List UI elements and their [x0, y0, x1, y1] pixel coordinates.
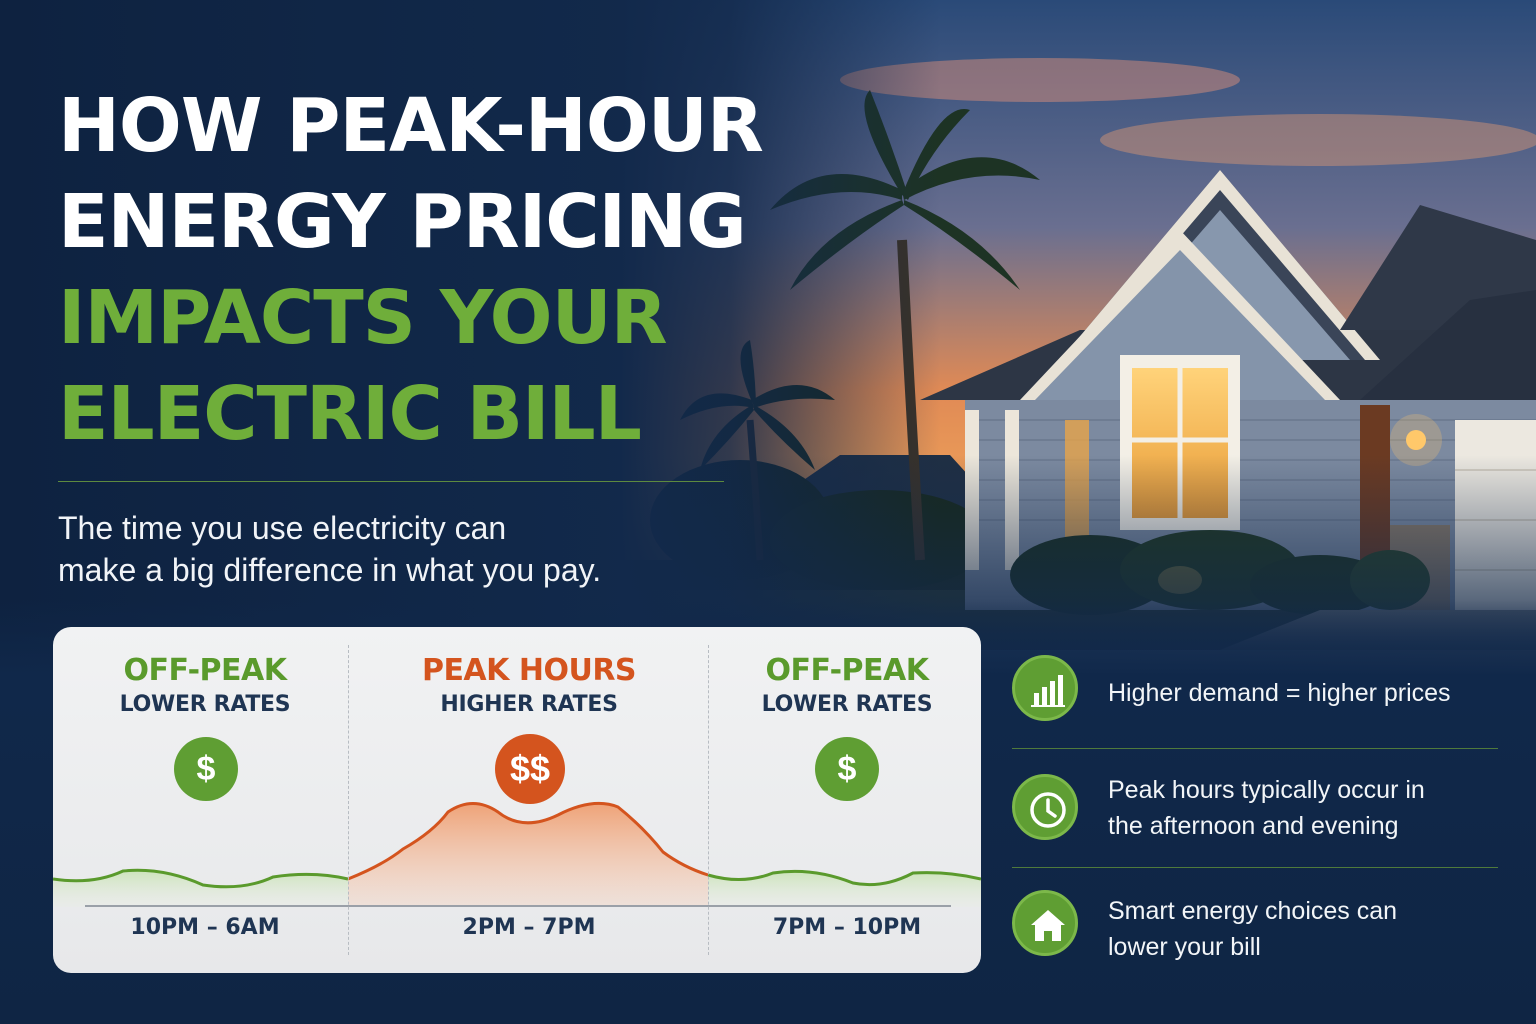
- period-heading: PEAK HOURS: [421, 653, 637, 688]
- period-time: 2PM – 7PM: [462, 915, 596, 940]
- headline-line-3: IMPACTS YOUR: [58, 275, 668, 361]
- period-rate: HIGHER RATES: [440, 692, 618, 717]
- period-rate: LOWER RATES: [119, 692, 291, 717]
- dollar-icon: $: [174, 737, 238, 801]
- pricing-panel: OFF-PEAK LOWER RATES $ 10PM – 6AM PEAK H…: [53, 627, 981, 973]
- period-divider: [348, 645, 349, 955]
- dollar-icon: $: [815, 737, 879, 801]
- period-heading: OFF-PEAK: [765, 653, 929, 688]
- period-off-peak-night: OFF-PEAK LOWER RATES: [58, 627, 352, 717]
- clock-icon: [1012, 774, 1078, 840]
- subtitle-line-2: make a big difference in what you pay.: [58, 552, 602, 588]
- period-off-peak-evening: OFF-PEAK LOWER RATES: [700, 627, 981, 717]
- period-time: 7PM – 10PM: [772, 915, 922, 940]
- bar-chart-icon: [1012, 655, 1078, 721]
- fact-text: Peak hours typically occur in the aftern…: [1108, 776, 1425, 840]
- subtitle-line-1: The time you use electricity can: [58, 510, 507, 546]
- headline-line-2: ENERGY PRICING: [58, 179, 747, 265]
- fact-text: Higher demand = higher prices: [1108, 679, 1451, 707]
- headline-line-4: ELECTRIC BILL: [58, 371, 642, 457]
- period-rate: LOWER RATES: [761, 692, 933, 717]
- period-time: 10PM – 6AM: [130, 915, 280, 940]
- period-heading: OFF-PEAK: [123, 653, 287, 688]
- period-peak: PEAK HOURS HIGHER RATES: [382, 627, 676, 717]
- subtitle: The time you use electricity can make a …: [58, 507, 698, 591]
- period-divider: [708, 645, 709, 955]
- headline: HOW PEAK-HOUR ENERGY PRICING IMPACTS YOU…: [58, 78, 764, 462]
- fact-text: Smart energy choices can lower your bill: [1108, 897, 1398, 961]
- house-icon: [1012, 890, 1078, 956]
- fact-divider: [1012, 867, 1498, 868]
- headline-line-1: HOW PEAK-HOUR: [58, 83, 764, 169]
- demand-curve: [53, 801, 981, 907]
- double-dollar-icon: $$: [495, 734, 565, 804]
- title-divider: [58, 481, 724, 482]
- fact-divider: [1012, 748, 1498, 749]
